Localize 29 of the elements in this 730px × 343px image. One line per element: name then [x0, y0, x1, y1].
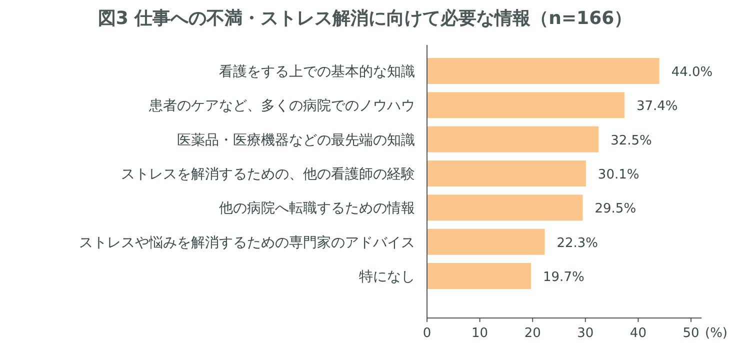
- y-tick-label: 医薬品・医療機器などの最先端の知識: [177, 132, 415, 148]
- bar: [427, 228, 545, 255]
- data-label: 22.3%: [556, 236, 598, 251]
- data-label: 32.5%: [610, 133, 652, 148]
- bar: [427, 194, 583, 221]
- x-tick-label: 50: [682, 326, 700, 341]
- y-tick-label: ストレスや悩みを解消するための専門家のアドバイス: [79, 234, 415, 251]
- data-label: 37.4%: [636, 99, 678, 114]
- data-label: 29.5%: [594, 202, 636, 217]
- bar: [427, 126, 599, 152]
- x-axis-title: (%): [705, 326, 728, 341]
- x-tick-label: 0: [422, 326, 432, 341]
- chart-title: 図3 仕事への不満・ストレス解消に向けて必要な情報（n=166）: [98, 8, 632, 29]
- bar: [427, 160, 586, 186]
- bar: [427, 92, 624, 118]
- y-tick-label: 看護をする上での基本的な知識: [219, 64, 415, 80]
- data-label: 19.7%: [543, 270, 584, 285]
- x-tick-label: 10: [472, 326, 488, 341]
- y-tick-label: 他の病院へ転職するための情報: [219, 200, 415, 217]
- x-tick-label: 30: [577, 326, 594, 341]
- y-tick-label: 患者のケアなど、多くの病院でのノウハウ: [148, 98, 415, 114]
- y-tick-label: ストレスを解消するための、他の看護師の経験: [121, 166, 415, 182]
- y-tick-label: 特になし: [359, 269, 415, 285]
- bar: [427, 263, 532, 289]
- x-tick-label: 40: [630, 326, 646, 341]
- x-tick-label: 20: [524, 326, 541, 341]
- data-label: 44.0%: [671, 65, 713, 80]
- data-label: 30.1%: [598, 168, 640, 182]
- bar: [427, 58, 660, 84]
